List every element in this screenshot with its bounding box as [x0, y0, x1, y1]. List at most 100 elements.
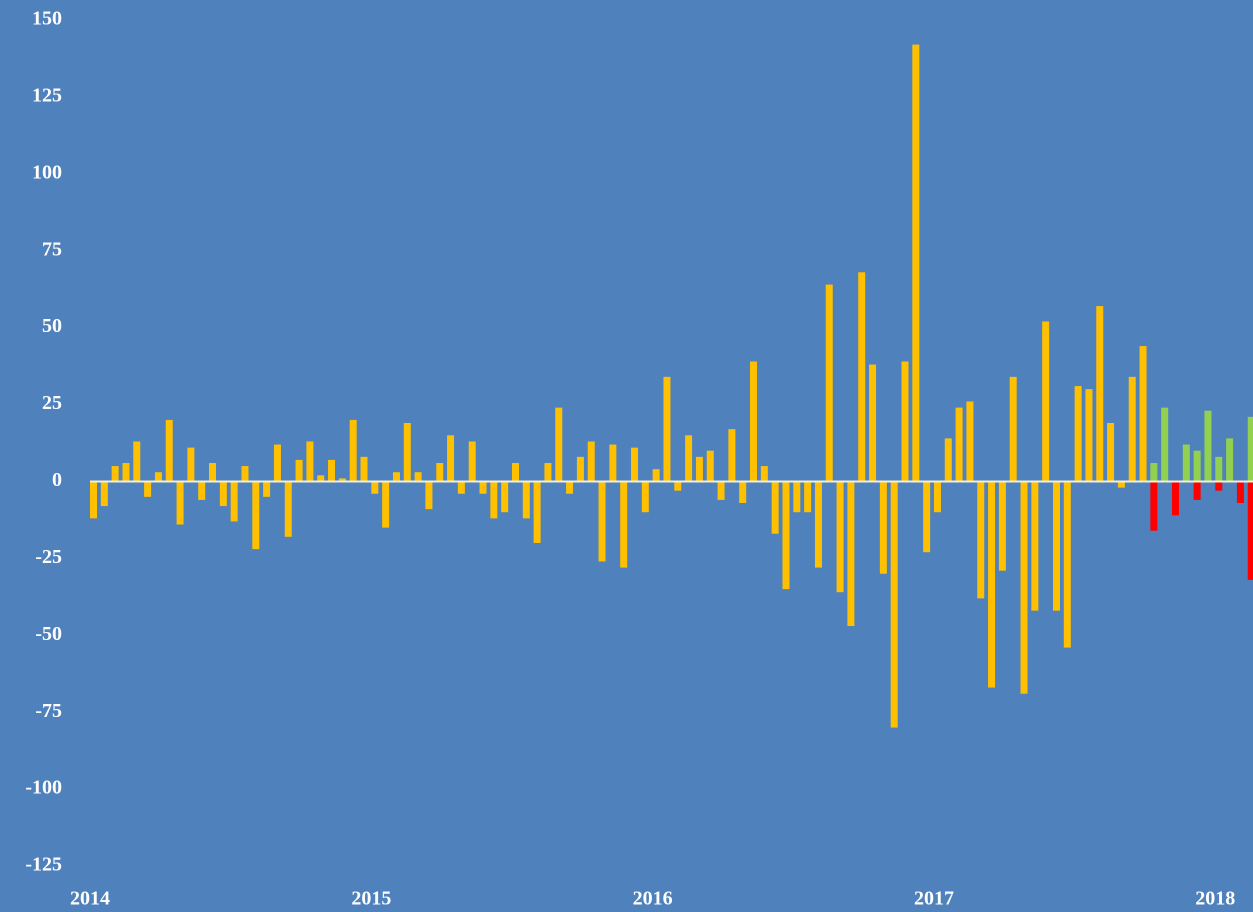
bar: [1236, 481, 1244, 503]
bar: [295, 459, 303, 482]
bar: [998, 481, 1006, 571]
bar: [317, 475, 325, 482]
bar: [869, 364, 877, 482]
bar: [760, 466, 768, 482]
bar: [349, 419, 357, 482]
bar: [685, 435, 693, 482]
bar: [100, 481, 108, 507]
bar: [403, 423, 411, 482]
bar: [555, 407, 563, 482]
bar: [1031, 481, 1039, 611]
bar: [241, 466, 249, 482]
bar: [988, 481, 996, 688]
y-tick-label: 75: [42, 238, 62, 260]
bar: [1063, 481, 1071, 648]
bar: [1074, 386, 1082, 482]
bar: [436, 462, 444, 482]
y-tick-label: 125: [32, 85, 62, 107]
bar: [706, 450, 714, 482]
bar: [663, 376, 671, 482]
bar: [328, 459, 336, 482]
bar: [1215, 481, 1223, 491]
bar: [609, 444, 617, 482]
bar: [890, 481, 898, 728]
bar: [490, 481, 498, 519]
bar: [944, 438, 952, 482]
bar: [154, 472, 162, 482]
bar: [1161, 407, 1169, 482]
bar: [825, 284, 833, 482]
bar: [858, 272, 866, 482]
y-tick-label: -125: [25, 854, 62, 876]
bar: [90, 481, 97, 519]
bar: [750, 361, 758, 482]
bar: [501, 481, 509, 513]
bar: [273, 444, 281, 482]
bar: [901, 361, 909, 482]
bar: [879, 481, 887, 574]
bar: [414, 472, 422, 482]
bar: [587, 441, 595, 482]
bar: [111, 466, 119, 482]
bar: [382, 481, 390, 528]
bar: [1085, 389, 1093, 482]
bar: [263, 481, 271, 497]
bar: [739, 481, 747, 503]
bar: [306, 441, 314, 482]
y-tick-label: 100: [32, 161, 62, 183]
bar: [1009, 376, 1017, 482]
bar: [1193, 450, 1201, 482]
bar: [641, 481, 649, 513]
bar: [338, 478, 346, 482]
bar: [1182, 444, 1190, 482]
x-tick-label: 2014: [70, 888, 110, 910]
bar: [566, 481, 574, 494]
y-tick-label: 25: [42, 392, 62, 414]
y-tick-label: 150: [32, 8, 62, 30]
y-tick-label: -100: [25, 777, 62, 799]
x-tick-label: 2015: [351, 888, 391, 910]
bar: [219, 481, 227, 507]
bar: [144, 481, 152, 497]
bar: [1226, 438, 1234, 482]
bar: [392, 472, 400, 482]
bar: [1247, 481, 1253, 580]
bar: [360, 456, 368, 482]
bar: [176, 481, 184, 525]
bar: [695, 456, 703, 482]
bar: [631, 447, 638, 482]
y-tick-label: -50: [35, 623, 62, 645]
bar: [1139, 346, 1147, 482]
bar: [923, 481, 931, 553]
bar: [793, 481, 801, 513]
x-tick-label: 2017: [914, 888, 954, 910]
bar: [209, 462, 217, 482]
bar: [620, 481, 628, 568]
bar: [933, 481, 941, 513]
bar: [1215, 456, 1223, 482]
bar: [252, 481, 260, 550]
bar: [522, 481, 530, 519]
y-tick-label: -25: [35, 546, 62, 568]
bar: [847, 481, 855, 627]
bar: [1096, 306, 1104, 482]
bar: [1128, 376, 1136, 482]
bar: [165, 419, 173, 482]
bar: [284, 481, 292, 537]
bar: [122, 462, 130, 482]
bar: [1117, 481, 1125, 488]
y-tick-label: -75: [35, 700, 62, 722]
bar: [1193, 481, 1201, 500]
bar: [533, 481, 541, 543]
bar: [1042, 321, 1050, 482]
bar: [1052, 481, 1060, 611]
bar: [1107, 423, 1115, 482]
bar: [198, 481, 206, 500]
bar: [371, 481, 379, 494]
bar: [804, 481, 812, 513]
bar: [966, 401, 974, 482]
bar: [457, 481, 465, 494]
bar: [771, 481, 779, 534]
